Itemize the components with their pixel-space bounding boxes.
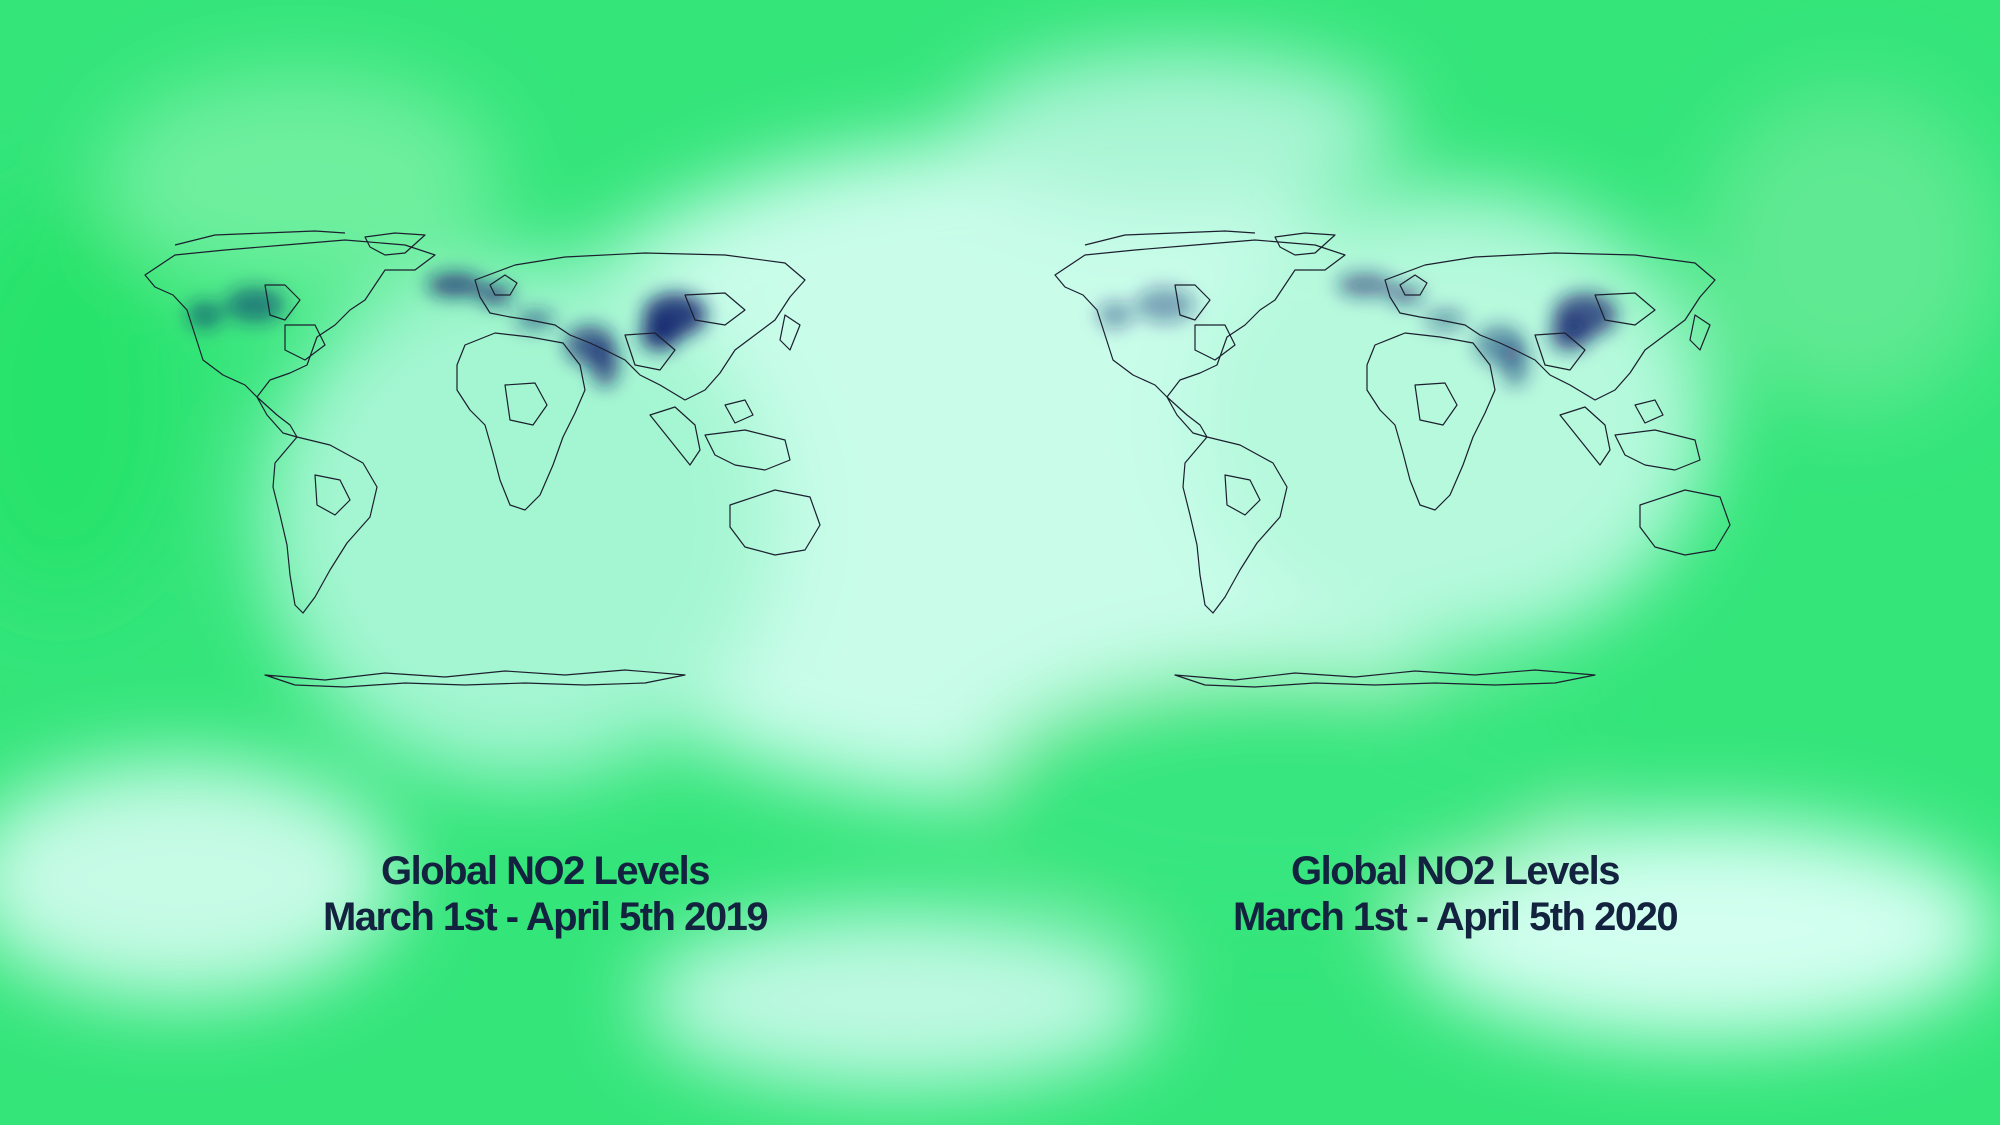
no2-hotspot-europe xyxy=(427,273,483,297)
world-map-2019 xyxy=(144,230,821,688)
no2-hotspot-usa xyxy=(187,301,223,329)
no2-hotspots-2020 xyxy=(1097,273,1617,387)
no2-hotspot-middle-east xyxy=(515,310,555,330)
caption-date-range-2020: March 1st - April 5th 2020 xyxy=(1232,895,1679,939)
caption-date-range-2019: March 1st - April 5th 2019 xyxy=(322,895,769,939)
no2-hotspot-east-china xyxy=(1550,319,1590,351)
world-map-2020 xyxy=(1054,230,1731,688)
country-borders-2020 xyxy=(1054,230,1731,688)
no2-hotspot-east-china xyxy=(640,319,680,351)
caption-2019: Global NO2 Levels March 1st - April 5th … xyxy=(95,848,995,940)
caption-title-2019: Global NO2 Levels xyxy=(381,849,710,893)
caption-title-2020: Global NO2 Levels xyxy=(1291,849,1620,893)
no2-hotspots-2019 xyxy=(187,273,707,387)
no2-hotspot-middle-east xyxy=(1425,310,1465,330)
no2-hotspot-usa xyxy=(1097,301,1133,329)
no2-hotspot-europe xyxy=(1337,273,1393,297)
caption-2020: Global NO2 Levels March 1st - April 5th … xyxy=(1005,848,1905,940)
country-borders-2019 xyxy=(144,230,821,688)
